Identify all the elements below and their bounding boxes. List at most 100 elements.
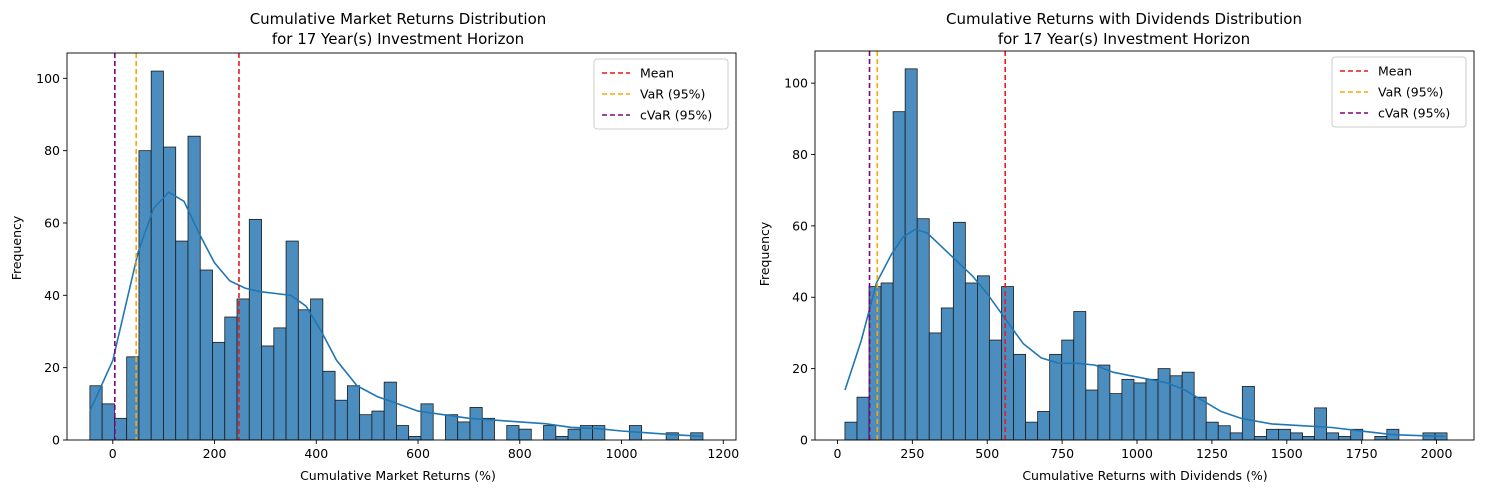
y-tick-label: 60	[792, 218, 808, 233]
histogram-bar	[1193, 396, 1207, 441]
histogram-bar	[248, 218, 262, 441]
x-tick-label: 2000	[1421, 446, 1453, 461]
x-tick-label: 1200	[707, 446, 739, 461]
histogram-bar	[892, 111, 906, 441]
histogram-bar	[1217, 425, 1231, 441]
histogram-bar	[212, 341, 226, 441]
histogram-bar	[506, 425, 520, 441]
histogram-bar	[1302, 436, 1315, 441]
x-tick-label: 0	[833, 446, 841, 461]
histogram-bar	[989, 339, 1002, 441]
x-tick-label: 1000	[1121, 446, 1153, 461]
histogram-bar	[856, 396, 870, 441]
x-axis-label: Cumulative Returns with Dividends (%)	[1022, 468, 1267, 483]
histogram-bar	[1073, 311, 1087, 441]
chart-title-line1: Cumulative Returns with Dividends Distri…	[946, 10, 1302, 28]
histogram-bar	[273, 327, 287, 441]
histogram-bar	[408, 435, 422, 441]
histogram-bar	[1121, 378, 1135, 441]
legend-entry-label: VaR (95%)	[640, 87, 705, 102]
legend-box	[1331, 56, 1467, 128]
histogram-bar	[1266, 428, 1279, 441]
histogram-bar	[868, 286, 882, 441]
histogram-bar	[555, 435, 569, 441]
legend-entry-label: cVaR (95%)	[640, 108, 712, 123]
histogram-bar	[1241, 386, 1255, 441]
histogram-bar	[371, 410, 385, 441]
y-tick-label: 20	[792, 361, 808, 376]
y-tick-label: 60	[44, 215, 60, 230]
x-tick-label: 1750	[1346, 446, 1378, 461]
plot-area: 0 200 400 600 800 1000 1200 0 20 40 60 80 100 Mean VaR…	[36, 52, 739, 461]
histogram-bar	[567, 428, 581, 441]
histogram-bar	[1109, 393, 1123, 441]
axes-frame	[66, 52, 737, 441]
histogram-bar	[359, 414, 373, 441]
y-tick-label: 40	[44, 288, 60, 303]
kde-curve	[844, 228, 1446, 438]
x-tick-label: 400	[304, 446, 328, 461]
chart-title-line2: for 17 Year(s) Investment Horizon	[272, 30, 524, 48]
histogram-bar	[1061, 339, 1075, 441]
histogram-bar	[964, 282, 978, 441]
histogram-bar	[285, 240, 299, 441]
legend-entry-label: VaR (95%)	[1378, 85, 1443, 100]
histogram-bar	[138, 150, 152, 441]
histogram-bar	[126, 356, 140, 441]
histogram-bar	[224, 316, 238, 441]
histogram-bar	[383, 381, 397, 441]
x-tick-label: 0	[109, 446, 117, 461]
histogram-bar	[297, 309, 311, 441]
histogram-bar	[1049, 353, 1063, 441]
histogram-bar	[1314, 407, 1328, 441]
histogram-bar	[150, 70, 164, 441]
histogram-bar	[977, 275, 990, 441]
chart-market-returns: Cumulative Market Returns Distribution f…	[9, 10, 739, 483]
x-tick-label: 250	[900, 446, 924, 461]
histogram-bar	[187, 135, 201, 441]
y-tick-label: 0	[52, 433, 60, 448]
histogram-bar	[396, 425, 410, 441]
histogram-bar	[1205, 421, 1219, 441]
chart-dividend-returns: Cumulative Returns with Dividends Distri…	[757, 10, 1475, 483]
legend: Mean VaR (95%) cVaR (95%)	[1331, 56, 1467, 128]
histogram-bar	[163, 146, 177, 441]
histogram-bar	[114, 417, 128, 441]
x-axis-label: Cumulative Market Returns (%)	[300, 468, 496, 483]
histogram-bar	[346, 385, 361, 441]
x-tick-label: 200	[203, 446, 227, 461]
histogram-bar	[928, 332, 942, 441]
histogram-bar	[420, 403, 434, 441]
y-axis-label: Frequency	[757, 221, 772, 286]
y-tick-label: 100	[784, 76, 808, 91]
histogram-bar	[457, 421, 471, 441]
histogram-bar	[481, 417, 495, 441]
x-tick-label: 1500	[1271, 446, 1303, 461]
histogram-bar	[904, 68, 918, 441]
histogram-bar	[322, 370, 336, 441]
x-tick-label: 1000	[606, 446, 638, 461]
axes-frame	[814, 50, 1475, 441]
histogram-bar	[199, 269, 213, 441]
x-tick-label: 800	[508, 446, 532, 461]
histogram-bar	[1338, 436, 1352, 441]
kde-curve	[89, 191, 703, 438]
histogram-bar	[469, 407, 483, 441]
legend-box	[593, 58, 729, 130]
histogram-bar	[1181, 371, 1195, 441]
histogram-bar	[1097, 364, 1111, 441]
legend-entry-label: Mean	[640, 66, 674, 81]
legend-entry-label: cVaR (95%)	[1378, 106, 1450, 121]
histogram-bar	[952, 221, 966, 441]
histogram-bar	[1290, 432, 1303, 441]
histogram-bar	[310, 298, 324, 441]
histogram-bar	[543, 425, 557, 441]
histogram-bar	[880, 282, 894, 441]
histogram-bar	[1229, 432, 1243, 441]
histogram-bar	[89, 385, 103, 441]
histogram-bar	[1013, 353, 1026, 441]
histogram-bar	[916, 218, 930, 441]
x-tick-label: 750	[1050, 446, 1074, 461]
histogram-bar	[1157, 368, 1171, 441]
